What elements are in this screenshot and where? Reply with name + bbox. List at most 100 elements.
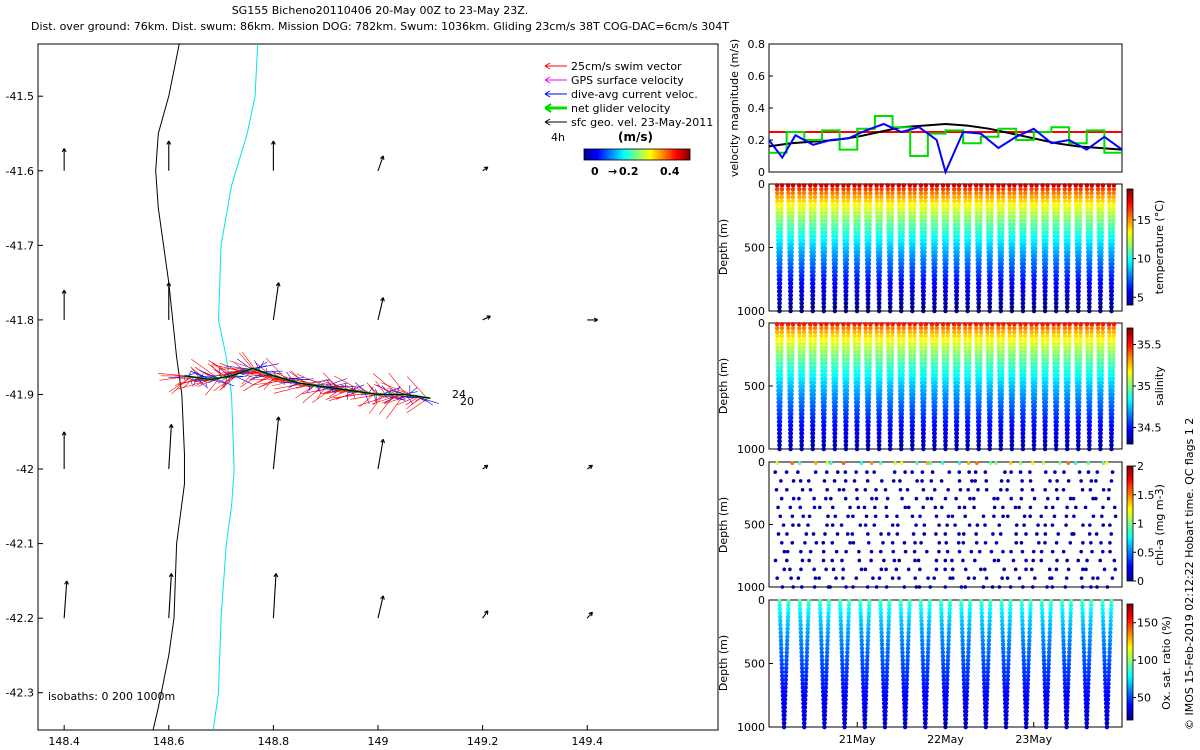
profile-sample (1023, 194, 1028, 200)
profile-sample (1007, 341, 1012, 346)
profile-sample (852, 337, 858, 343)
chla-sample (806, 523, 810, 527)
profile-sample (886, 226, 891, 231)
profile-sample (944, 249, 949, 255)
profile-sample (890, 194, 895, 200)
profile-sample (1084, 333, 1090, 339)
profile-sample (775, 349, 780, 354)
profile-sample (823, 368, 828, 374)
profile-sample (819, 357, 825, 362)
profile-sample (1055, 349, 1061, 354)
profile-sample (911, 245, 916, 251)
profile-sample (874, 349, 880, 354)
profile-sample (1098, 297, 1103, 302)
profile-sample (1054, 261, 1060, 267)
profile-sample (788, 427, 794, 432)
profile-sample (777, 423, 783, 428)
profile-sample (901, 202, 906, 208)
profile-sample (812, 226, 817, 231)
profile-sample (900, 242, 905, 247)
profile-sample (1088, 364, 1094, 370)
profile-sample (1032, 403, 1038, 409)
chla-sample (885, 496, 890, 501)
chla-sample (1099, 541, 1103, 545)
profile-sample (775, 364, 781, 370)
profile-sample (1042, 446, 1048, 452)
chla-sample (899, 461, 904, 466)
profile-sample (855, 400, 861, 405)
profile-sample (886, 210, 891, 215)
profile-sample (797, 349, 802, 354)
profile-sample (866, 439, 871, 444)
profile-sample (790, 226, 795, 231)
chla-sample (916, 558, 921, 563)
profile-sample (819, 337, 824, 343)
profile-sample (845, 214, 850, 219)
profile-sample (800, 380, 806, 385)
profile-sample (978, 230, 983, 235)
profile-sample (966, 261, 971, 267)
profile-sample (945, 206, 950, 212)
profile-sample (1065, 439, 1070, 444)
chla-sample (858, 523, 863, 527)
profile-sample (944, 411, 949, 417)
profile-sample (900, 357, 906, 362)
profile-sample (943, 415, 949, 421)
profile-sample (852, 190, 857, 196)
profile-sample (963, 325, 968, 331)
profile-sample (801, 218, 806, 223)
chla-sample (811, 532, 816, 536)
profile-sample (974, 353, 980, 358)
profile-sample (778, 407, 783, 413)
profile-sample (841, 345, 847, 350)
profile-sample (1008, 226, 1013, 231)
chla-sample (999, 479, 1004, 483)
profile-sample (878, 380, 883, 385)
profile-sample (1029, 186, 1034, 192)
profile-sample (908, 364, 913, 370)
profile-sample (900, 245, 905, 251)
profile-sample (1088, 261, 1093, 267)
profile-sample (899, 304, 904, 310)
profile-sample (952, 194, 957, 200)
profile-sample (811, 238, 817, 243)
chla-sample (846, 514, 850, 519)
chla-sample (796, 576, 801, 580)
profile-sample (1011, 353, 1016, 358)
chla-sample (984, 479, 989, 483)
profile-sample (812, 341, 818, 346)
profile-sample (1109, 446, 1114, 452)
profile-sample (778, 265, 783, 270)
profile-sample (797, 186, 802, 192)
profile-sample (890, 337, 895, 343)
profile-sample (1077, 222, 1083, 227)
profile-sample (855, 269, 860, 274)
profile-sample (1018, 206, 1024, 212)
profile-sample (1034, 183, 1039, 188)
chla-sample (925, 496, 930, 501)
profile-sample (1000, 376, 1005, 382)
profile-sample (921, 439, 926, 444)
profile-sample (789, 257, 794, 263)
chla-sample (905, 487, 910, 492)
profile-sample (801, 357, 806, 362)
profile-sample (1084, 194, 1090, 200)
profile-sample (956, 198, 961, 204)
profile-sample (945, 341, 950, 346)
profile-sample (897, 226, 902, 231)
profile-sample (966, 277, 971, 282)
chla-sample (863, 487, 868, 492)
chla-sample (944, 541, 949, 545)
profile-sample (919, 206, 924, 212)
profile-sample (886, 368, 891, 374)
profile-sample (1096, 218, 1101, 223)
profile-sample (1055, 361, 1061, 366)
profile-sample (889, 376, 894, 382)
profile-sample (790, 341, 795, 346)
profile-sample (1007, 325, 1012, 331)
profile-sample (1065, 400, 1071, 405)
map-x-ticks: 148.4 148.6 148.8 149 149.2 149.4 (48, 725, 603, 748)
chla-sample (982, 567, 987, 572)
profile-sample (954, 304, 959, 310)
profile-sample (1099, 242, 1104, 247)
